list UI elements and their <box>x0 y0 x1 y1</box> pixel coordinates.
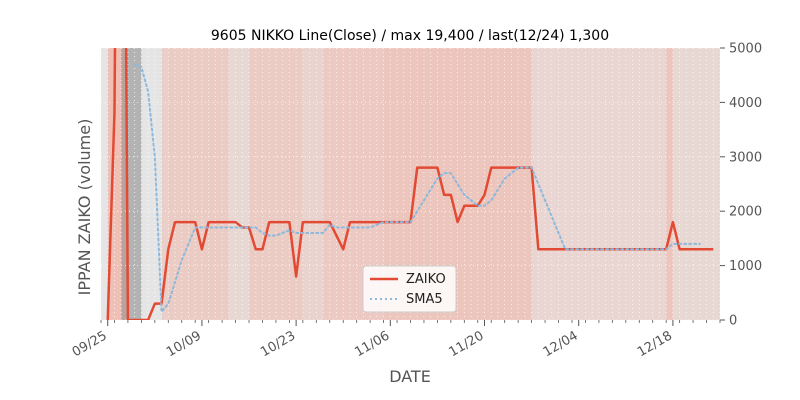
series-line-sma5 <box>133 63 701 313</box>
legend: ZAIKO SMA5 <box>362 265 457 313</box>
y-tick-label: 2000 <box>729 205 762 220</box>
y-tick-label: 4000 <box>729 96 762 111</box>
grid <box>100 47 721 321</box>
x-axis-label: DATE <box>389 367 431 386</box>
y-tick-label: 5000 <box>729 42 762 57</box>
legend-label-zaiko: ZAIKO <box>406 272 446 287</box>
shaded-region-4 <box>228 48 250 320</box>
shaded-region-2 <box>161 48 169 320</box>
shaded-region-11 <box>672 48 720 320</box>
series-layer <box>106 48 714 320</box>
shaded-region-1 <box>121 48 142 320</box>
y-axis-label: IPPAN ZAIKO (volume) <box>75 119 94 296</box>
y-axis: 0 1000 2000 3000 4000 5000 <box>720 42 762 329</box>
y-tick-label: 3000 <box>729 150 762 165</box>
legend-label-sma5: SMA5 <box>406 292 443 307</box>
y-tick-label: 1000 <box>729 259 762 274</box>
y-tick-label: 0 <box>729 314 737 329</box>
shaded-region-6 <box>302 48 324 320</box>
legend-box <box>362 265 457 313</box>
shaded-region-10 <box>666 48 673 320</box>
chart-title: 9605 NIKKO Line(Close) / max 19,400 / la… <box>211 28 609 44</box>
shaded-region-3 <box>168 48 229 320</box>
